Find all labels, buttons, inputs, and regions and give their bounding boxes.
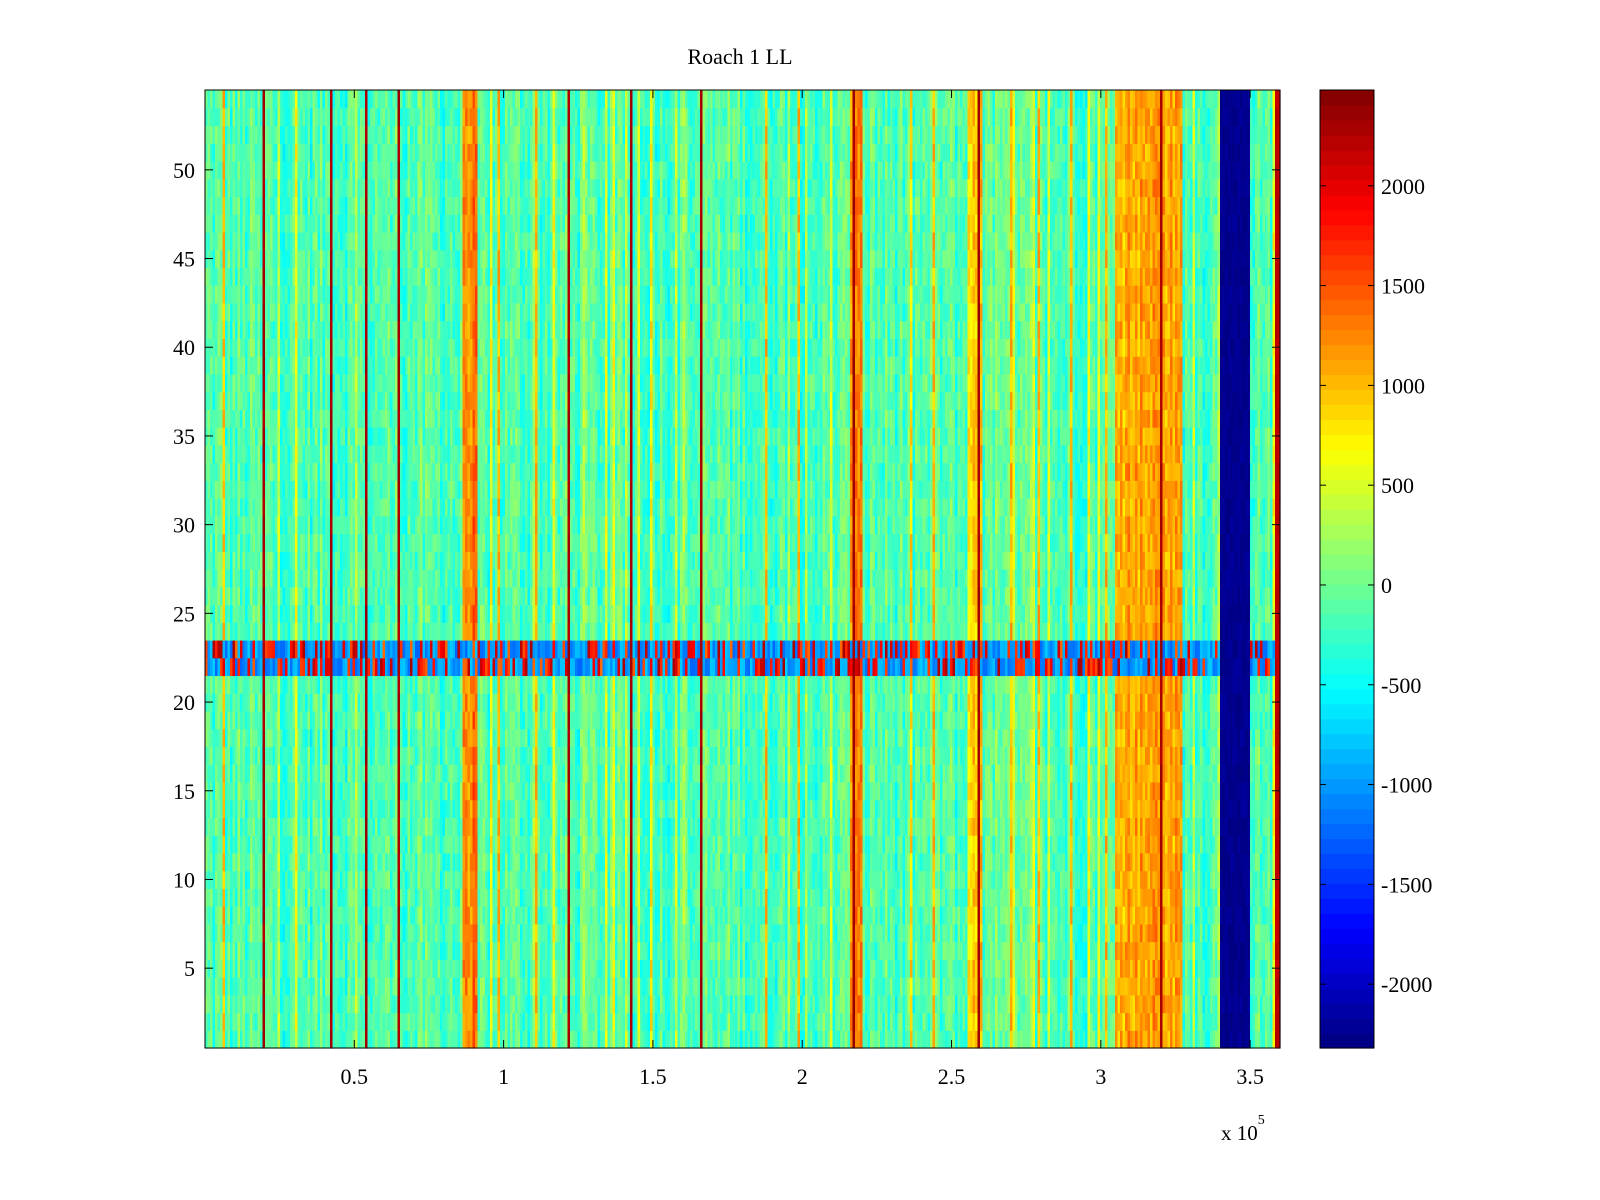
chart-title: Roach 1 LL — [687, 44, 792, 69]
heatmap-cells — [205, 90, 1281, 1049]
